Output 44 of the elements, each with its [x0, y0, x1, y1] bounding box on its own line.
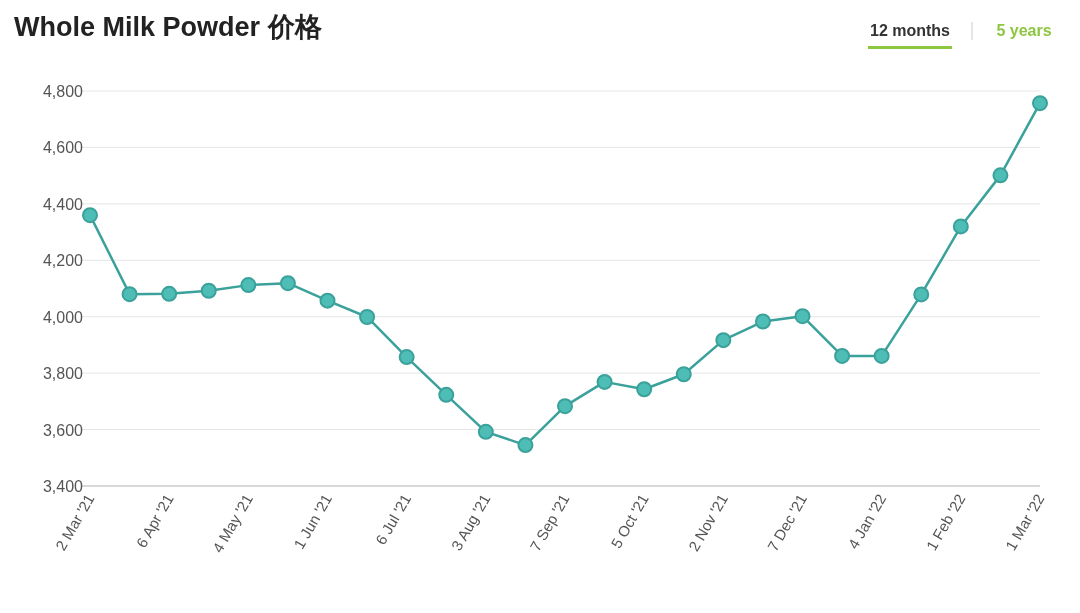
- y-tick-label: 4,200: [42, 252, 84, 270]
- text: 5 years: [996, 22, 1052, 39]
- point: [279, 275, 296, 292]
- x-tick-label: 7 Sep '21: [526, 491, 573, 554]
- chart-title: Whole Milk Powder 价格: [14, 12, 322, 42]
- point: [873, 347, 890, 364]
- x-tick-label: 1 Mar '22: [1001, 491, 1048, 554]
- point: [82, 207, 98, 224]
- point: [557, 398, 573, 415]
- point: [240, 277, 257, 294]
- y-tick-label: 4,400: [42, 195, 84, 213]
- point: [913, 286, 930, 303]
- x-tick-label: 6 Jul '21: [371, 491, 415, 548]
- point: [952, 218, 969, 235]
- point: [1032, 95, 1048, 112]
- x-tick-label: 6 Apr '21: [132, 491, 177, 551]
- y-tick-label: 4,800: [42, 83, 84, 100]
- point: [319, 292, 336, 309]
- point: [200, 282, 217, 299]
- point: [754, 313, 771, 330]
- point: [161, 285, 178, 302]
- y-tick-label: 4,000: [42, 308, 84, 326]
- x-tick-label: 5 Oct '21: [607, 491, 652, 552]
- x-tick-label: 1 Jun '21: [290, 491, 336, 552]
- y-tick-label: 3,400: [42, 478, 84, 495]
- point: [477, 423, 494, 440]
- y-tick-label: 3,800: [42, 365, 84, 383]
- x-tick-label: 4 Jan '22: [844, 491, 890, 552]
- text: 12 months: [869, 22, 951, 39]
- point: [517, 437, 534, 454]
- point: [596, 373, 613, 390]
- point: [992, 167, 1009, 184]
- point: [834, 347, 851, 364]
- point: [398, 349, 415, 366]
- point: [715, 332, 732, 349]
- y-tick-label: 3,600: [42, 421, 84, 439]
- point: [675, 366, 692, 383]
- point: [794, 308, 811, 325]
- point: [636, 381, 653, 398]
- point: [438, 386, 455, 403]
- x-tick-label: 1 Feb '22: [922, 491, 969, 554]
- y-tick-label: 4,600: [42, 139, 84, 157]
- point: [121, 286, 138, 303]
- point: [359, 309, 376, 325]
